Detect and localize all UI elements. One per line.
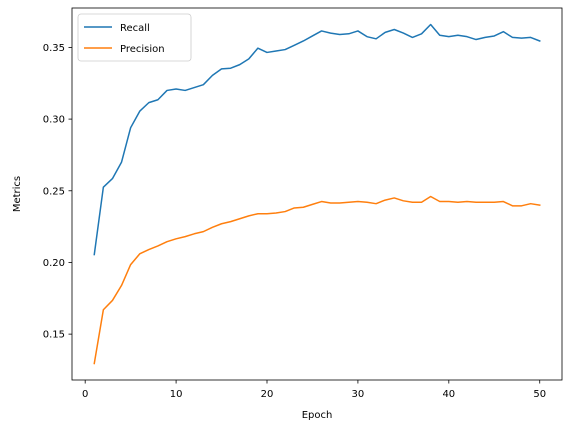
series-layer xyxy=(93,23,541,365)
x-axis-ticks: 0 10 20 30 40 50 xyxy=(82,380,546,400)
x-tick-label: 20 xyxy=(261,389,274,400)
y-axis-ticks: 0.15 0.20 0.25 0.30 0.35 xyxy=(43,43,72,341)
legend-label-recall: Recall xyxy=(120,23,150,34)
x-tick-label: 10 xyxy=(170,389,183,400)
x-tick-label: 30 xyxy=(352,389,365,400)
x-tick-label: 0 xyxy=(82,389,88,400)
x-tick-label: 50 xyxy=(533,389,546,400)
y-tick-label: 0.25 xyxy=(43,186,65,197)
x-tick-label: 40 xyxy=(442,389,455,400)
y-tick-label: 0.20 xyxy=(43,258,65,269)
y-tick-label: 0.15 xyxy=(43,330,65,341)
legend: Recall Precision xyxy=(77,13,192,62)
y-tick-label: 0.35 xyxy=(43,43,65,54)
series-line-precision xyxy=(93,195,541,365)
plot-area-frame xyxy=(71,7,563,381)
legend-box xyxy=(77,13,192,62)
x-axis-label: Epoch xyxy=(302,410,333,421)
y-axis-label: Metrics xyxy=(12,176,23,212)
series-precision xyxy=(93,195,541,365)
series-recall xyxy=(93,23,541,256)
y-tick-label: 0.30 xyxy=(43,115,65,126)
series-line-recall xyxy=(93,23,541,256)
legend-label-precision: Precision xyxy=(120,44,165,55)
